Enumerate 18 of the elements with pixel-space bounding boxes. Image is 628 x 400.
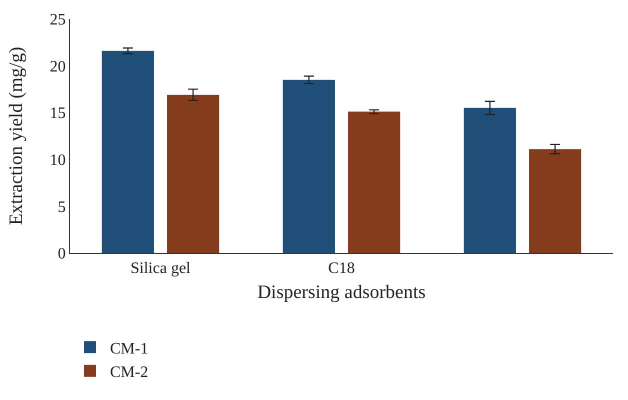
y-axis-title: Extraction yield (mg/g) — [6, 46, 27, 226]
x-axis-title: Dispersing adsorbents — [257, 282, 426, 303]
y-tick-label: 10 — [50, 152, 66, 169]
y-tick-label: 0 — [58, 246, 66, 263]
y-tick-label: 15 — [50, 105, 66, 122]
y-tick-label: 5 — [58, 198, 66, 216]
bar — [348, 112, 400, 253]
bar — [102, 50, 154, 253]
bar — [167, 94, 220, 253]
x-tick-label: Silica gel — [130, 260, 192, 278]
bar — [282, 80, 335, 253]
y-tick-label: 25 — [50, 12, 66, 29]
legend-label: CM-1 — [110, 340, 148, 358]
y-tick-label: 20 — [50, 58, 66, 76]
legend-label: CM-2 — [110, 364, 148, 382]
bar — [529, 149, 582, 253]
bar — [464, 108, 516, 253]
x-tick-label: C18 — [328, 260, 355, 278]
